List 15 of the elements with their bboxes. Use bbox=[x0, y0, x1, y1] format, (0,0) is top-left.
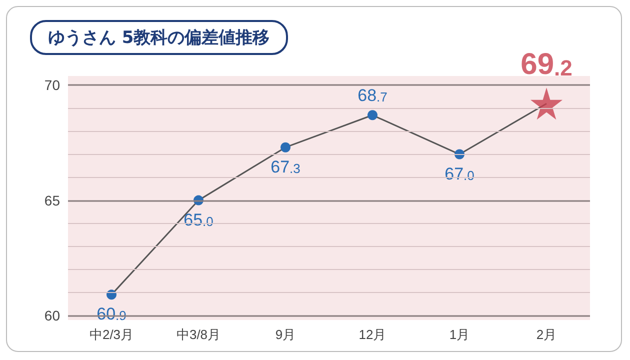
data-label: 67.3 bbox=[270, 157, 300, 176]
point bbox=[368, 110, 378, 120]
x-tick-label: 1月 bbox=[449, 327, 470, 342]
x-tick-label: 9月 bbox=[275, 327, 296, 342]
y-tick-label: 70 bbox=[44, 77, 60, 94]
data-label: 68.7 bbox=[358, 86, 388, 106]
y-tick-label: 65 bbox=[44, 192, 60, 208]
chart-title: ゆうさん 5教科の偏差値推移 bbox=[30, 20, 288, 55]
x-tick-label: 中3/8月 bbox=[176, 327, 221, 342]
point bbox=[280, 142, 290, 152]
x-tick-label: 中2/3月 bbox=[89, 327, 134, 342]
y-tick-label: 60 bbox=[44, 307, 60, 324]
x-tick-label: 12月 bbox=[358, 327, 386, 342]
x-tick-label: 2月 bbox=[536, 327, 557, 342]
data-label: 69.2 bbox=[520, 48, 572, 82]
